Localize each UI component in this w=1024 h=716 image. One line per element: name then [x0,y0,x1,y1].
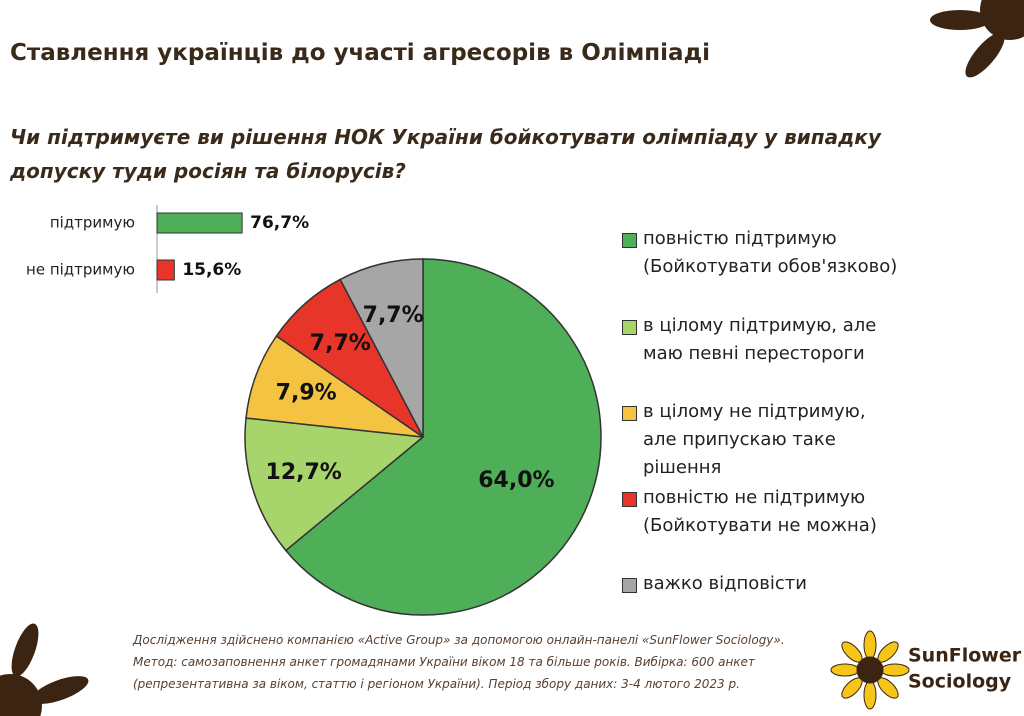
title: Ставлення українців до участі агресорів … [10,40,711,66]
footnote: Метод: самозаповнення анкет громадянами … [133,655,755,669]
bar-value-label: 76,7% [250,213,309,233]
pie-value-label: 64,0% [478,468,554,493]
bar-label: підтримую [50,214,135,232]
pie-value-label: 7,9% [276,381,337,406]
legend-label: повністю не підтримую (Бойкотувати не мо… [643,487,877,536]
logo-text: SunFlower [908,645,1022,667]
pie-value-label: 7,7% [363,303,424,328]
pie-value-label: 7,7% [310,331,371,356]
legend-label: в цілому не підтримую, але припускаю так… [643,401,866,478]
legend-swatch [622,406,637,421]
legend-swatch [622,320,637,335]
legend-swatch [622,578,637,593]
legend-label: в цілому підтримую, але маю певні перест… [643,315,877,364]
legend-swatch [622,492,637,507]
logo-icon [830,630,910,710]
legend-label: повністю підтримую (Бойкотувати обов'язк… [643,228,898,277]
legend-label: важко відповісти [643,573,807,594]
pie-slice [339,258,424,438]
bar [156,259,175,281]
logo-text: Sociology [908,671,1012,693]
bar [156,212,243,234]
pie-value-label: 12,7% [266,460,342,485]
legend-swatch [622,233,637,248]
bar-value-label: 15,6% [182,260,241,280]
subtitle: Чи підтримуєте ви рішення НОК України бо… [10,125,881,183]
pie-slice [284,258,602,616]
bar-label: не підтримую [26,261,135,279]
footnote: Дослідження здійснено компанією «Active … [133,633,785,647]
pie-slice [244,417,425,552]
footnote: (репрезентативна за віком, статтю і регі… [133,677,740,691]
